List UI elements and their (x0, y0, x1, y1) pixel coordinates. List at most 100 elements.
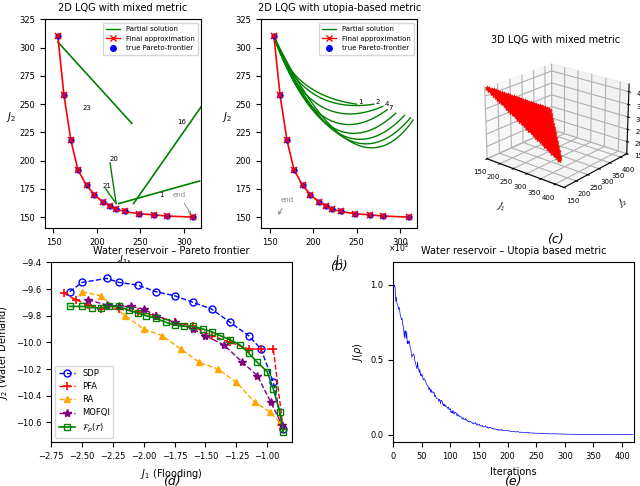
Text: 1: 1 (159, 192, 164, 198)
Text: 1: 1 (358, 99, 363, 105)
MOFQI (115, 303, 123, 309)
PFA (257, 346, 265, 352)
SDP (257, 346, 265, 352)
Y-axis label: $J_2$: $J_2$ (616, 194, 630, 210)
Text: (a): (a) (115, 260, 132, 273)
Text: 16: 16 (177, 120, 186, 125)
PFA (115, 306, 123, 312)
Y-axis label: $J(\rho)$: $J(\rho)$ (351, 343, 365, 362)
SDP (189, 299, 197, 305)
Text: (e): (e) (504, 475, 522, 486)
MOFQI (152, 313, 160, 319)
RA (232, 380, 240, 385)
RA (97, 293, 104, 299)
SDP (134, 282, 141, 288)
RA (251, 399, 259, 405)
PFA (280, 426, 287, 432)
SDP (280, 426, 287, 432)
Text: (d): (d) (163, 475, 180, 486)
$\mathcal{F}_\rho(\mathcal{T})$ (152, 315, 160, 321)
PFA (84, 302, 92, 308)
$\mathcal{F}_\rho(\mathcal{T})$ (171, 322, 179, 328)
SDP (78, 279, 86, 285)
Line: MOFQI: MOFQI (84, 295, 286, 429)
X-axis label: $J_1$: $J_1$ (118, 253, 128, 267)
MOFQI (239, 360, 246, 365)
MOFQI (171, 319, 179, 325)
SDP (269, 380, 277, 385)
$\mathcal{F}_\rho(\mathcal{T})$ (208, 329, 216, 335)
RA (214, 366, 221, 372)
PFA (245, 346, 253, 352)
SDP (245, 333, 253, 339)
Title: 2D LQG with utopia-based metric: 2D LQG with utopia-based metric (257, 3, 421, 13)
$\mathcal{F}_\rho(\mathcal{T})$ (227, 337, 234, 343)
PFA (60, 290, 67, 296)
PFA (171, 319, 179, 325)
Line: RA: RA (79, 288, 283, 426)
PFA (227, 339, 234, 345)
MOFQI (253, 373, 261, 379)
$\mathcal{F}_\rho(\mathcal{T})$ (236, 342, 244, 348)
Legend: Partial solution, Final approximation, true Pareto-frontier: Partial solution, Final approximation, t… (102, 23, 198, 55)
MOFQI (267, 399, 275, 405)
X-axis label: Iterations: Iterations (490, 467, 536, 477)
MOFQI (140, 306, 148, 312)
$\mathcal{F}_\rho(\mathcal{T})$ (66, 303, 74, 309)
$\mathcal{F}_\rho(\mathcal{T})$ (134, 310, 141, 316)
MOFQI (84, 297, 92, 303)
Line: PFA: PFA (60, 289, 287, 433)
$\mathcal{F}_\rho(\mathcal{T})$ (162, 319, 170, 325)
Text: 23: 23 (82, 105, 91, 111)
RA (140, 326, 148, 332)
$\mathcal{F}_\rho(\mathcal{T})$ (269, 386, 277, 392)
MOFQI (202, 333, 209, 339)
Text: 21: 21 (102, 183, 111, 189)
RA (195, 360, 203, 365)
SDP (208, 306, 216, 312)
Title: 2D LQG with mixed metric: 2D LQG with mixed metric (58, 3, 188, 13)
$\mathcal{F}_\rho(\mathcal{T})$ (253, 360, 261, 365)
MOFQI (103, 302, 111, 308)
MOFQI (278, 422, 286, 428)
$\mathcal{F}_\rho(\mathcal{T})$ (280, 429, 287, 434)
Text: 20: 20 (109, 156, 118, 162)
$\mathcal{F}_\rho(\mathcal{T})$ (216, 333, 224, 339)
$\mathcal{F}_\rho(\mathcal{T})$ (88, 305, 96, 311)
SDP (103, 276, 111, 281)
MOFQI (127, 303, 135, 309)
SDP (66, 289, 74, 295)
Y-axis label: $J_2$: $J_2$ (222, 110, 232, 124)
SDP (115, 279, 123, 285)
Title: Water reservoir – Utopia based metric: Water reservoir – Utopia based metric (420, 246, 606, 256)
Text: 2: 2 (376, 99, 380, 105)
Line: SDP: SDP (67, 275, 287, 433)
PFA (72, 297, 80, 303)
Title: 3D LQG with mixed metric: 3D LQG with mixed metric (491, 35, 620, 45)
MOFQI (220, 342, 228, 348)
Text: end: end (173, 192, 191, 214)
PFA (97, 306, 104, 312)
$\mathcal{F}_\rho(\mathcal{T})$ (263, 369, 271, 375)
RA (78, 289, 86, 295)
$\mathcal{F}_\rho(\mathcal{T})$ (189, 324, 197, 330)
PFA (134, 309, 141, 314)
$\mathcal{F}_\rho(\mathcal{T})$ (180, 324, 188, 330)
SDP (152, 289, 160, 295)
Legend: Partial solution, Final approximation, true Pareto-frontier: Partial solution, Final approximation, t… (319, 23, 414, 55)
MOFQI (189, 326, 197, 332)
$\mathcal{F}_\rho(\mathcal{T})$ (199, 326, 207, 332)
$\mathcal{F}_\rho(\mathcal{T})$ (78, 303, 86, 309)
RA (266, 409, 273, 415)
$\mathcal{F}_\rho(\mathcal{T})$ (125, 308, 132, 313)
Text: 4: 4 (385, 102, 389, 107)
$\mathcal{F}_\rho(\mathcal{T})$ (245, 350, 253, 356)
Text: $\times 10^2$: $\times 10^2$ (388, 241, 409, 254)
X-axis label: $J_1$: $J_1$ (334, 253, 344, 267)
$\mathcal{F}_\rho(\mathcal{T})$ (276, 409, 284, 415)
Text: (b): (b) (330, 260, 348, 273)
PFA (152, 313, 160, 319)
Y-axis label: $J_2$ (Water Demand): $J_2$ (Water Demand) (0, 305, 10, 400)
SDP (171, 293, 179, 299)
Text: end: end (278, 197, 294, 214)
